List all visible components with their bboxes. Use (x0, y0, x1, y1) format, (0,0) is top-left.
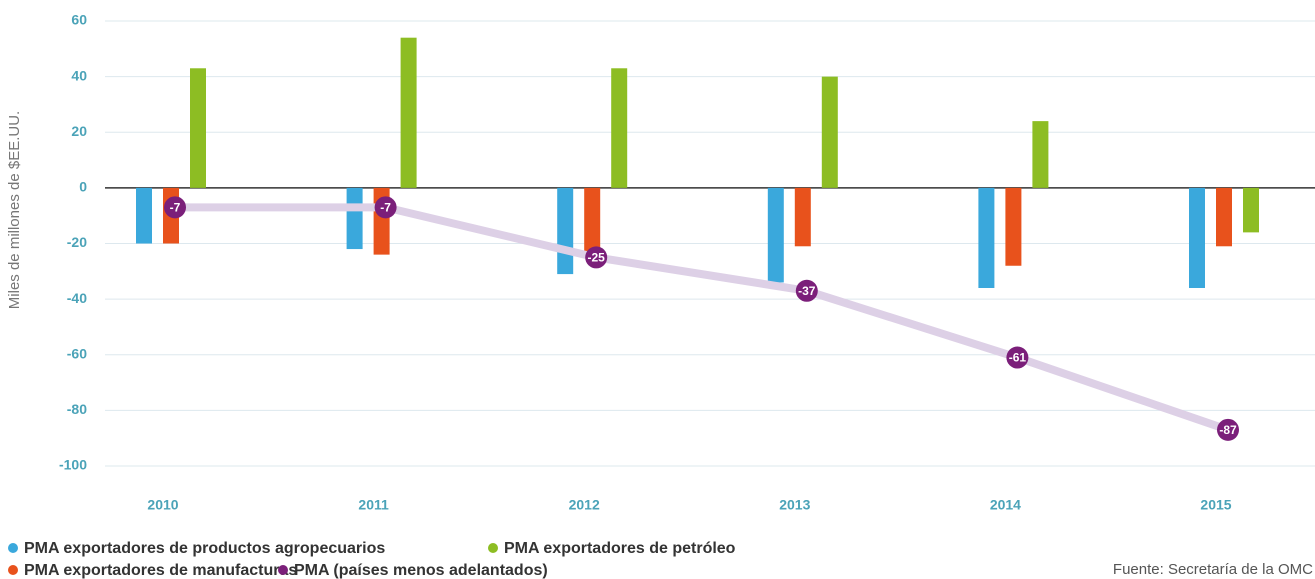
marker (1006, 346, 1029, 369)
x-tick-label: 2010 (147, 497, 178, 513)
y-tick-label: 0 (79, 179, 87, 195)
bar (767, 187, 784, 283)
bar (190, 68, 206, 188)
bar (821, 76, 838, 188)
legend-label: PMA exportadores de productos agropecuar… (24, 540, 385, 557)
data-label: -37 (798, 284, 816, 298)
data-label: -7 (380, 201, 391, 215)
bar (400, 37, 417, 188)
y-tick-label: -20 (67, 234, 87, 250)
legend-label: PMA (países menos adelantados) (294, 562, 548, 579)
legend-dot (488, 543, 498, 553)
marker (585, 246, 608, 269)
y-tick-label: 20 (71, 123, 87, 139)
data-label: -25 (588, 251, 606, 265)
y-tick-label: -60 (67, 345, 87, 361)
bar (557, 187, 574, 275)
bar (136, 187, 152, 244)
marker (795, 279, 818, 302)
legend-dot (8, 543, 18, 553)
data-label: -7 (170, 201, 181, 215)
legend-label: PMA exportadores de petróleo (504, 540, 736, 557)
data-label: -87 (1219, 423, 1237, 437)
bar (1005, 187, 1022, 266)
y-tick-label: 40 (71, 67, 87, 83)
y-tick-label: -100 (59, 457, 87, 473)
line (175, 203, 1230, 434)
data-label: -61 (1009, 351, 1027, 365)
marker (1217, 418, 1239, 441)
y-tick-label: 60 (71, 12, 87, 28)
legend-dot (278, 565, 288, 575)
bar (611, 68, 628, 188)
y-tick-label: -80 (67, 401, 87, 417)
x-tick-label: 2012 (569, 497, 600, 513)
bar (584, 187, 601, 258)
marker (164, 196, 186, 219)
y-tick-label: -40 (67, 290, 87, 306)
x-tick-label: 2015 (1200, 497, 1231, 513)
x-tick-label: 2013 (779, 497, 810, 513)
bar (346, 187, 363, 250)
legend-dot (8, 565, 18, 575)
bar (1216, 187, 1232, 247)
legend-label: PMA exportadores de manufacturas (24, 562, 297, 579)
x-tick-label: 2014 (990, 497, 1021, 513)
bar (1189, 187, 1205, 288)
y-axis-label: Miles de millones de $EE.UU. (6, 111, 23, 309)
bar (794, 187, 811, 247)
x-tick-label: 2011 (358, 497, 389, 513)
bar (978, 187, 995, 288)
bar (1032, 121, 1049, 188)
source: Fuente: Secretaría de la OMC (1113, 561, 1313, 578)
bar (1243, 187, 1259, 233)
marker (374, 196, 397, 219)
